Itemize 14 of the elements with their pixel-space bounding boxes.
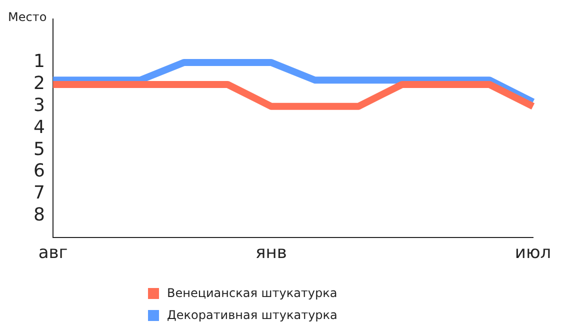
legend-label: Венецианская штукатурка	[167, 286, 338, 300]
x-tick-label: авг	[38, 243, 68, 264]
y-axis-title: Место	[8, 10, 47, 24]
y-tick-label: 7	[34, 182, 45, 204]
legend-label: Декоративная штукатурка	[167, 308, 338, 322]
y-tick-label: 5	[34, 138, 45, 160]
x-tick-label: июл	[514, 243, 552, 264]
x-tick-label: янв	[255, 243, 287, 264]
y-tick-label: 6	[34, 160, 45, 182]
y-tick-label: 3	[34, 94, 45, 116]
y-tick-label: 4	[34, 116, 45, 138]
y-tick-label: 8	[34, 204, 45, 226]
y-tick-label: 2	[34, 73, 45, 94]
y-tick-label: 1	[34, 51, 45, 72]
